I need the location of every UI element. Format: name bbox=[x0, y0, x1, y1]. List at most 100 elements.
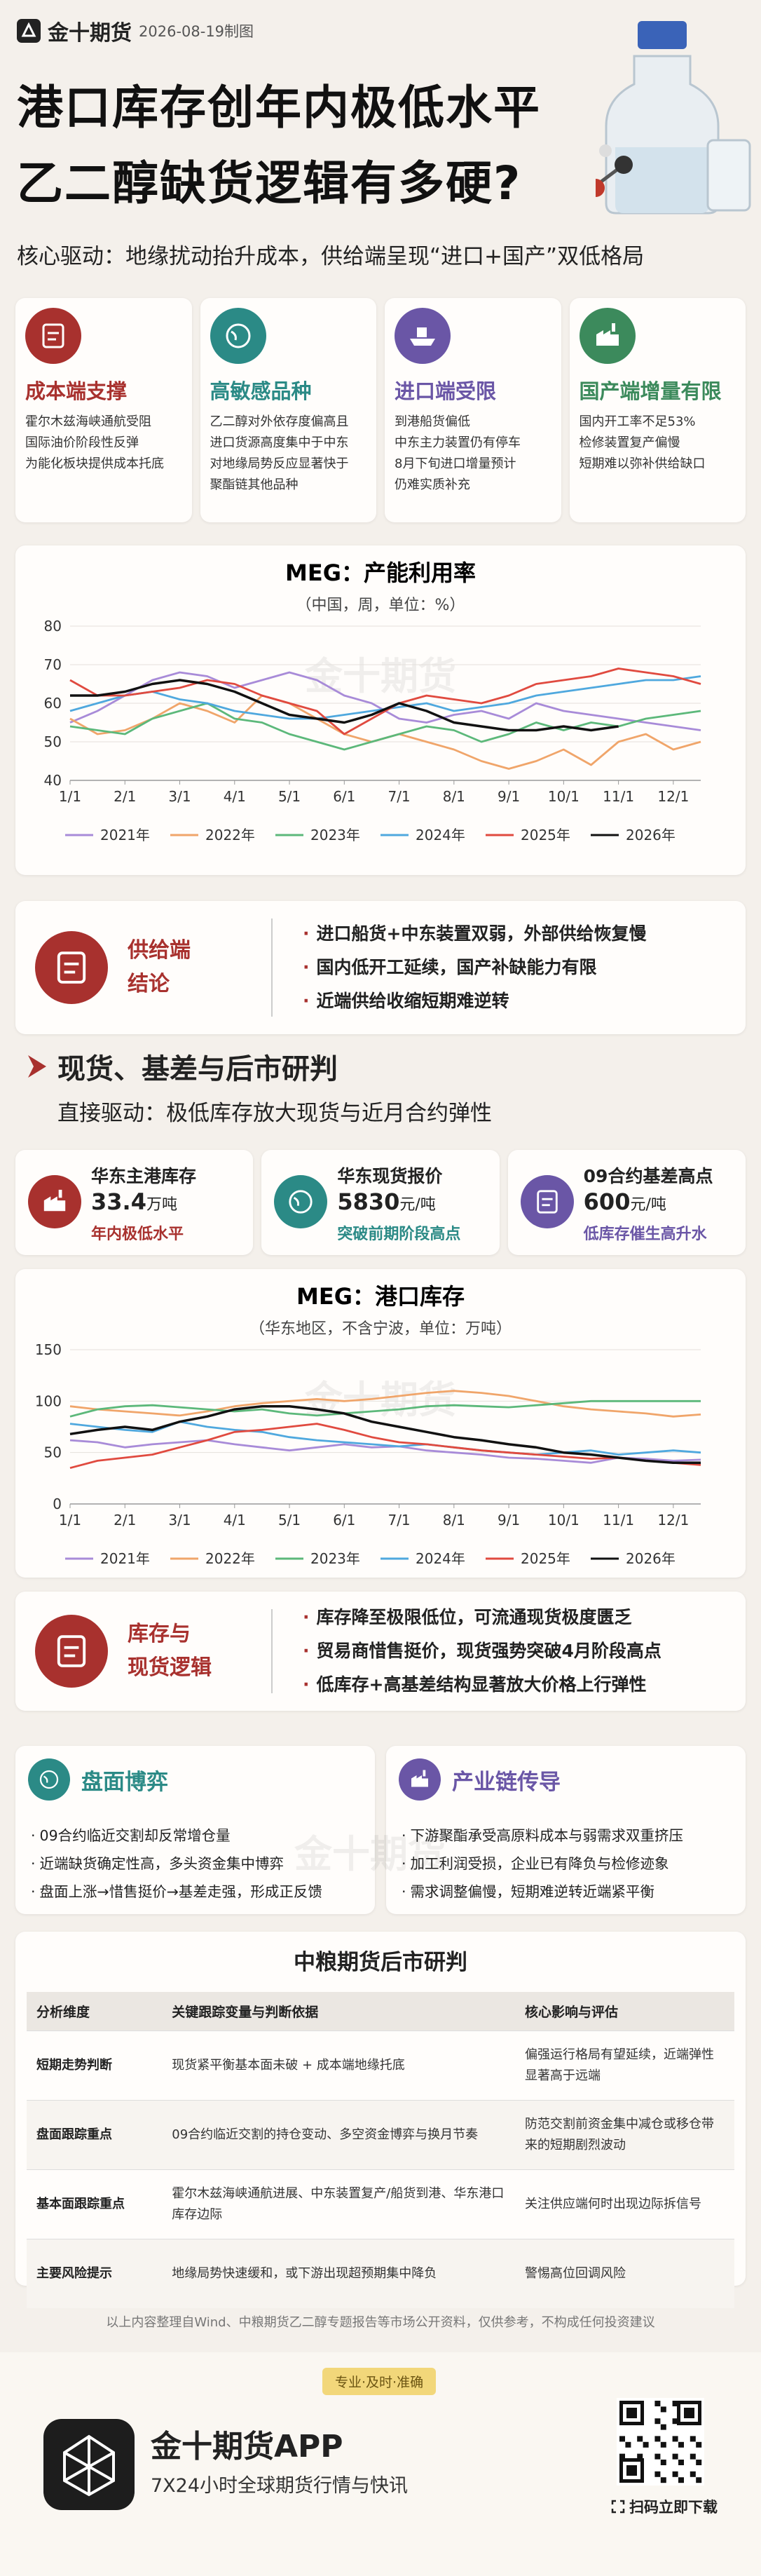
qr-label: 扫码立即下载 bbox=[629, 2499, 718, 2516]
bullet: · 09合约临近交割却反常增仓量 bbox=[31, 1822, 322, 1850]
tagline: 专业·及时·准确 bbox=[322, 2368, 437, 2395]
y-tick-label: 50 bbox=[44, 1444, 62, 1461]
qr-module bbox=[672, 2401, 678, 2406]
qr-code bbox=[617, 2398, 704, 2486]
icon-part bbox=[43, 1775, 48, 1783]
card-text: 进口货源高度集中于中东 bbox=[210, 435, 349, 450]
x-tick-label: 9/1 bbox=[498, 788, 520, 805]
stat-value-row: 600元/吨 bbox=[584, 1188, 666, 1215]
icon-part bbox=[230, 330, 237, 341]
conclusion-box: 供给端 结论 · 进口船货+中东装置双弱，外部供给恢复慢 · 国内低开工延续，国产补缺能力… bbox=[15, 901, 746, 1034]
icon-part bbox=[289, 1190, 313, 1214]
card-text: 霍尔木兹海峡通航受阻 bbox=[25, 414, 151, 429]
y-tick-label: 150 bbox=[35, 1341, 62, 1358]
y-tick-label: 100 bbox=[35, 1392, 62, 1409]
icon-circle bbox=[35, 1615, 108, 1688]
panel: 产业链传导 · 下游聚酯承受高原料成本与弱需求双重挤压 · 加工利润受损，企业已有降负与… bbox=[386, 1746, 746, 1914]
table-row: 基本面跟踪重点 霍尔木兹海峡通航进展、中东装置复产/船货到港、华东港口库存边际 关注… bbox=[27, 2169, 734, 2239]
icon-part bbox=[58, 1189, 62, 1198]
qr-module bbox=[678, 2477, 684, 2483]
section-driver: 直接驱动：极低库存放大现货与近月合约弹性 bbox=[57, 1101, 492, 1126]
conclusion-label: 供给端 结论 bbox=[128, 934, 191, 1001]
icon-part bbox=[611, 323, 615, 332]
qr-module bbox=[672, 2418, 678, 2425]
feature-card: 成本端支撑 霍尔木兹海峡通航受阻 国际油价阶段性反弹 为能化板块提供成本托底 bbox=[15, 298, 192, 522]
bullet: · 近端供给收缩短期难逆转 bbox=[303, 984, 646, 1018]
card-text: 中东主力装置仍有停车 bbox=[395, 435, 521, 450]
conclusion-box: 库存与 现货逻辑 · 库存降至极限低位，可流通现货极度匮乏 · 贸易商惜售挺价，现货强势突… bbox=[15, 1592, 746, 1711]
card-text: 到港船货偏低 bbox=[395, 414, 470, 429]
table-cell: 盘面跟踪重点 bbox=[27, 2100, 163, 2170]
chart-subtitle: （中国，周，单位：%） bbox=[296, 597, 465, 614]
table-cell: 偏强运行格局有望延续，近端弹性显著高于远端 bbox=[515, 2031, 734, 2101]
series-line bbox=[69, 667, 701, 735]
x-tick-label: 10/1 bbox=[548, 788, 580, 805]
app-name: 金十期货APP bbox=[151, 2429, 343, 2465]
stat-value: 5830 bbox=[337, 1188, 400, 1215]
bullet-dot: · bbox=[402, 1827, 406, 1844]
stat-unit: 元/吨 bbox=[630, 1196, 666, 1214]
card-title: 国产端增量有限 bbox=[579, 379, 722, 403]
icon-glyph bbox=[289, 1190, 313, 1214]
panel-header: 产业链传导 bbox=[399, 1758, 561, 1801]
bullet-dot: · bbox=[402, 1855, 406, 1872]
legend-label: 2023年 bbox=[310, 827, 360, 843]
conclusion-label-line: 现货逻辑 bbox=[128, 1655, 212, 1680]
qr-module bbox=[690, 2453, 696, 2460]
qr-module bbox=[654, 2418, 661, 2425]
icon bbox=[35, 1615, 108, 1688]
icon-glyph bbox=[410, 327, 435, 346]
card-text: 国内开工率不足53% bbox=[579, 414, 696, 429]
panel-bullets: · 下游聚酯承受高原料成本与弱需求双重挤压 · 加工利润受损，企业已有降负与检修迹象 ·… bbox=[402, 1822, 683, 1906]
chart-subtitle: （华东地区，不含宁波，单位：万吨） bbox=[249, 1320, 512, 1338]
qr-module bbox=[660, 2441, 666, 2448]
legend-label: 2022年 bbox=[205, 1550, 255, 1567]
table-row: 盘面跟踪重点 09合约临近交割的持仓变动、多空资金博弈与换月节奏 防范交割前资金集中… bbox=[27, 2100, 734, 2170]
scan-icon bbox=[611, 2500, 625, 2514]
bullet-dot: · bbox=[31, 1827, 36, 1844]
icon-part bbox=[39, 1770, 59, 1789]
card-text: 对地缘局势反应显著快于 bbox=[210, 456, 349, 471]
bullet: · 需求调整偏慢，短期难逆转近端紧平衡 bbox=[402, 1878, 683, 1906]
section-title: 现货、基差与后市研判 bbox=[57, 1053, 338, 1085]
legend-label: 2024年 bbox=[416, 1550, 465, 1567]
conclusion-label-line: 供给端 bbox=[128, 938, 191, 963]
bullet-dot: · bbox=[303, 923, 310, 944]
icon-circle bbox=[520, 1175, 574, 1228]
date: 2026-08-19制图 bbox=[139, 23, 254, 40]
icon-part bbox=[536, 1190, 558, 1214]
qr-caption: 扫码立即下载 bbox=[611, 2496, 718, 2517]
table-header-cell: 核心影响与评估 bbox=[515, 1992, 734, 2031]
table-row: 短期走势判断 现货紧平衡基本面未破 + 成本端地缘托底 偏强运行格局有望延续，近端弹… bbox=[27, 2031, 734, 2101]
x-tick-label: 9/1 bbox=[498, 1512, 520, 1528]
panel-title: 产业链传导 bbox=[452, 1769, 561, 1795]
divider bbox=[271, 1609, 273, 1693]
bullet-text: 国内低开工延续，国产补缺能力有限 bbox=[316, 957, 597, 977]
qr-module bbox=[654, 2401, 661, 2406]
x-tick-label: 7/1 bbox=[388, 788, 410, 805]
stat-note: 年内极低水平 bbox=[91, 1226, 184, 1243]
qr-module bbox=[690, 2471, 696, 2477]
section-arrow bbox=[28, 1055, 46, 1078]
icon-part bbox=[294, 1197, 300, 1207]
card-text: 乙二醇对外依存度偏高且 bbox=[210, 414, 349, 429]
icon-glyph bbox=[596, 323, 619, 346]
feature-card: 进口端受限 到港船货偏低 中东主力装置仍有停车 8月下旬进口增量预计 仍难实质补充 bbox=[385, 298, 561, 522]
icon-part bbox=[410, 339, 435, 346]
icon-part bbox=[57, 1635, 86, 1667]
table-card: 中粮期货后市研判 分析维度 关键跟踪变量与判断依据 核心影响与评估 短期走势判断 现货紧… bbox=[15, 1932, 746, 2308]
icon-part bbox=[417, 327, 427, 337]
card-row: 成本端支撑 霍尔木兹海峡通航受阻 国际油价阶段性反弹 为能化板块提供成本托底 高敏感品种… bbox=[15, 298, 746, 522]
icon-glyph bbox=[57, 1635, 86, 1667]
icon bbox=[579, 308, 636, 364]
chart-title: MEG：港口库存 bbox=[296, 1283, 465, 1310]
qr-module bbox=[619, 2436, 625, 2442]
series-line bbox=[69, 1423, 701, 1470]
x-tick-label: 3/1 bbox=[168, 788, 191, 805]
bullet-text: 贸易商惜售挺价，现货强势突破4月阶段高点 bbox=[316, 1641, 661, 1661]
icon-part bbox=[596, 330, 619, 346]
legend-label: 2026年 bbox=[626, 827, 676, 843]
x-tick-label: 1/1 bbox=[59, 1512, 81, 1528]
stat-card: 华东主港库存 33.4万吨 年内极低水平 bbox=[15, 1150, 254, 1255]
bullet-text: 09合约临近交割却反常增仓量 bbox=[39, 1827, 231, 1844]
